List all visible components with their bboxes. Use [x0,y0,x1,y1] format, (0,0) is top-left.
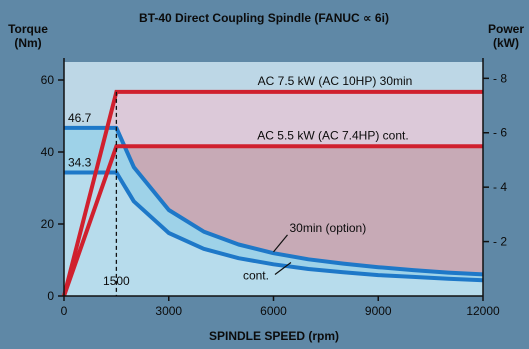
y-left-tick-label: 0 [47,289,54,303]
series-label-power-cont: AC 5.5 kW (AC 7.4HP) cont. [257,128,408,142]
leader-line-30min [273,234,288,253]
y-left-tick-label: 40 [41,145,55,159]
y-right-axis-title: Power [488,22,524,36]
y-right-axis-unit: (kW) [493,36,519,50]
y-right-tick-label: - 8 [493,71,507,85]
x-tick-label: 9000 [365,304,392,318]
data-label-torque-30min: 46.7 [68,111,92,125]
base-speed-label: 1500 [103,274,130,288]
y-right-tick-label: - 4 [493,180,507,194]
text-labels: 0 3000 6000 9000 12000 0 20 40 60 - 2 - 4 - 6 - 8 BT-… [8,11,524,343]
series-label-power-30min: AC 7.5 kW (AC 10HP) 30min [258,74,413,88]
x-tick-label: 0 [61,304,68,318]
torque-cont-region [64,172,483,296]
x-tick-label: 3000 [155,304,182,318]
series-line-torque-30min [64,125,484,277]
axes [58,58,489,301]
area-fills [64,62,483,297]
torque-band-region [64,127,483,281]
series-line-power-cont [62,144,483,297]
y-left-tick-label: 60 [41,73,55,87]
leader-line-cont [274,262,292,275]
y-left-axis-unit: (Nm) [14,36,41,50]
series-line-torque-cont [64,170,484,283]
x-axis-title: SPINDLE SPEED (rpm) [209,329,339,343]
y-right-tick-label: - 2 [493,235,507,249]
series-line-power-30min [62,89,483,297]
series-label-torque-cont: cont. [243,268,269,282]
y-right-tick-label: - 6 [493,126,507,140]
chart-title: BT-40 Direct Coupling Spindle (FANUC ∝ 6… [139,11,389,25]
x-tick-label: 6000 [260,304,287,318]
power-30min-region [64,91,483,297]
series-lines [62,89,484,297]
series-label-torque-30min: 30min (option) [290,221,367,235]
x-tick-label: 12000 [466,304,500,318]
data-label-torque-cont: 34.3 [68,156,92,170]
y-left-tick-label: 20 [41,217,55,231]
y-left-axis-title: Torque [8,22,48,36]
